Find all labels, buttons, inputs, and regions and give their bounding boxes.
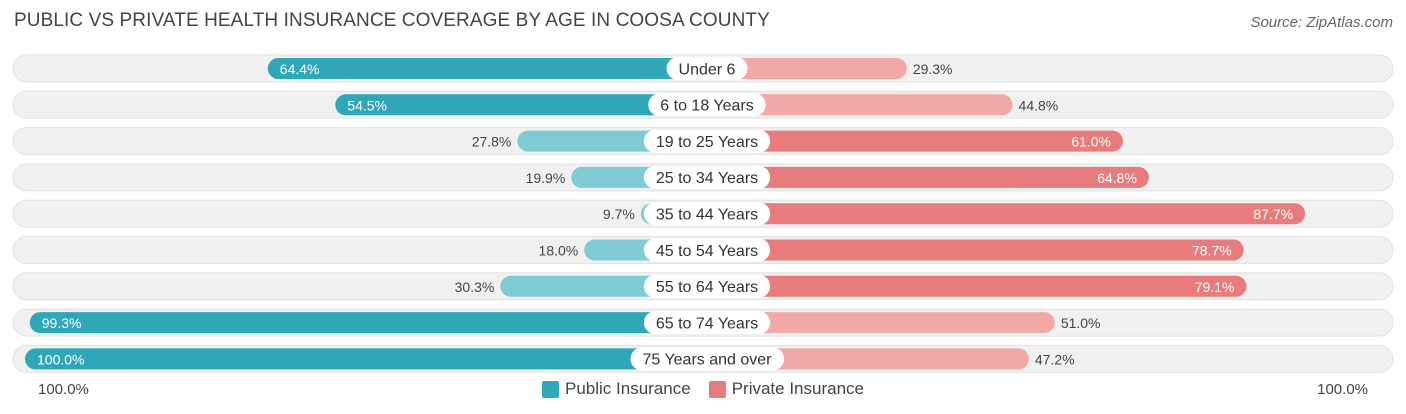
private-value-label: 78.7% <box>1192 243 1232 259</box>
public-value-label: 9.7% <box>603 206 635 222</box>
public-bar <box>29 312 708 334</box>
category-label: 19 to 25 Years <box>656 134 758 151</box>
public-value-label: 30.3% <box>455 279 495 295</box>
private-bar <box>707 94 1013 116</box>
private-value-label: 44.8% <box>1019 97 1059 113</box>
private-bar <box>707 166 1149 188</box>
category-pill <box>643 202 771 226</box>
category-pill <box>666 57 748 80</box>
private-value-label: 61.0% <box>1071 134 1111 150</box>
private-bar <box>707 58 907 79</box>
category-label: 35 to 44 Years <box>656 207 758 224</box>
public-value-label: 64.4% <box>280 61 320 77</box>
public-value-label: 99.3% <box>42 315 82 331</box>
public-value-label: 54.5% <box>347 97 387 113</box>
legend-swatch-private <box>708 380 726 398</box>
private-value-label: 64.8% <box>1097 170 1137 186</box>
category-label: 45 to 54 Years <box>656 243 758 260</box>
public-bar <box>25 348 707 370</box>
legend-label-private: Private Insurance <box>731 379 864 398</box>
category-pill <box>643 238 771 262</box>
category-pill <box>643 129 771 153</box>
private-bar <box>707 203 1306 225</box>
legend-item-private: Private Insurance <box>708 379 864 399</box>
private-value-label: 87.7% <box>1253 206 1293 222</box>
private-bar <box>707 130 1124 152</box>
axis-right-label: 100.0% <box>1317 381 1368 398</box>
chart-title: PUBLIC VS PRIVATE HEALTH INSURANCE COVER… <box>14 10 770 31</box>
category-pill <box>643 274 771 298</box>
public-value-label: 19.9% <box>526 170 566 186</box>
legend: Public Insurance Private Insurance <box>0 379 1406 399</box>
private-value-label: 29.3% <box>913 61 953 77</box>
legend-label-public: Public Insurance <box>565 379 691 398</box>
private-bar <box>707 239 1244 261</box>
legend-swatch-public <box>542 380 559 398</box>
category-label: 75 Years and over <box>643 352 773 369</box>
private-value-label: 51.0% <box>1061 315 1101 331</box>
public-value-label: 18.0% <box>539 243 579 259</box>
category-label: Under 6 <box>679 61 736 78</box>
axis-left-label: 100.0% <box>38 381 89 398</box>
private-value-label: 47.2% <box>1035 351 1075 367</box>
category-pill <box>643 165 771 189</box>
category-pill <box>648 93 766 117</box>
public-bar <box>335 94 707 116</box>
category-pill <box>643 311 771 335</box>
public-value-label: 27.8% <box>472 134 512 150</box>
source-label: Source: ZipAtlas.com <box>1250 14 1393 31</box>
private-bar <box>707 312 1055 334</box>
public-bar <box>267 58 707 79</box>
private-value-label: 79.1% <box>1195 279 1235 295</box>
category-label: 55 to 64 Years <box>656 279 758 296</box>
category-label: 65 to 74 Years <box>656 315 758 332</box>
private-bar <box>707 275 1247 297</box>
private-bar <box>707 348 1029 370</box>
category-pill <box>630 347 785 371</box>
public-value-label: 100.0% <box>37 351 84 367</box>
category-label: 25 to 34 Years <box>656 170 758 187</box>
legend-item-public: Public Insurance <box>542 379 691 399</box>
category-label: 6 to 18 Years <box>660 98 753 115</box>
